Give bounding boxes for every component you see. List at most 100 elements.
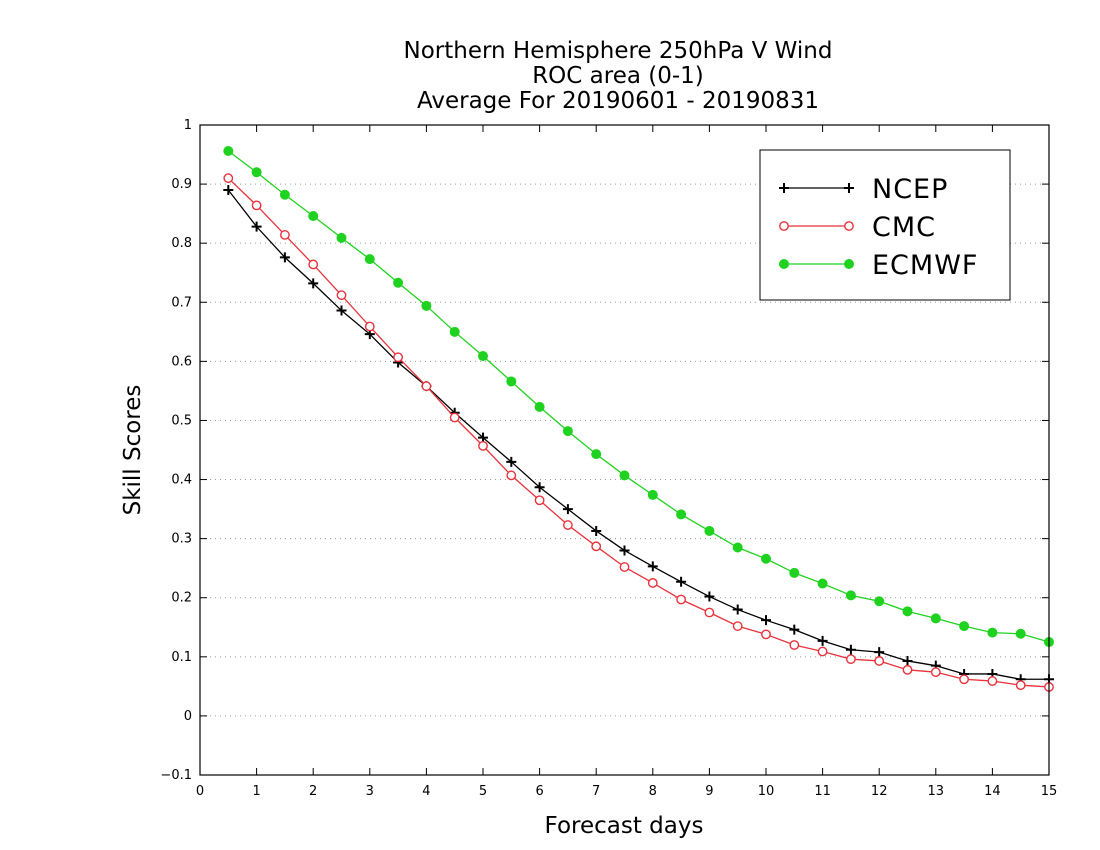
data-point-cmc (619, 562, 630, 572)
data-point-ncep (676, 576, 687, 587)
legend-box (759, 149, 1011, 301)
data-point-ecmwf (279, 189, 290, 200)
y-tick-label: 0.3 (171, 532, 192, 547)
data-point-ecmwf (874, 596, 885, 607)
legend-item-ecmwf: ECMWF (779, 250, 978, 281)
data-point-ecmwf (562, 426, 573, 437)
chart-title-line-1: Northern Hemisphere 250hPa V Wind (404, 38, 833, 64)
data-point-ecmwf (704, 525, 715, 536)
data-point-ncep (308, 278, 319, 289)
x-tick-label: 2 (309, 784, 317, 799)
y-tick-label: 0 (184, 709, 192, 724)
data-point-ecmwf (393, 277, 404, 288)
data-point-ecmwf (308, 211, 319, 221)
data-point-cmc (279, 230, 290, 240)
x-tick-label: 6 (535, 784, 543, 799)
data-point-cmc (647, 578, 658, 588)
legend-marker-ecmwf (844, 259, 854, 269)
y-tick-label: 0.7 (171, 295, 192, 310)
y-tick-label: 0.5 (171, 413, 192, 428)
data-point-ecmwf (987, 627, 998, 638)
data-point-cmc (506, 470, 517, 481)
x-tick-label: 3 (366, 784, 374, 799)
data-point-ecmwf (506, 376, 517, 387)
legend-label-ncep: NCEP (872, 174, 948, 205)
x-tick-label: 14 (984, 784, 1001, 799)
data-point-ncep (817, 635, 828, 646)
data-point-ncep (761, 615, 771, 626)
data-point-ecmwf (902, 606, 913, 617)
x-tick-label: 7 (592, 784, 600, 799)
series-layer (223, 146, 1054, 692)
x-tick-label: 11 (814, 784, 831, 799)
x-tick-label: 9 (705, 784, 713, 799)
data-point-ecmwf (619, 470, 630, 481)
data-point-ncep (619, 545, 630, 556)
data-point-ncep (223, 185, 234, 195)
legend-label-ecmwf: ECMWF (872, 250, 978, 281)
data-point-ncep (704, 591, 715, 602)
data-point-cmc (449, 412, 460, 423)
chart-title-line-3: Average For 20190601 - 20190831 (417, 88, 819, 114)
data-point-ncep (251, 221, 262, 232)
data-point-cmc (393, 352, 403, 363)
legend-marker-ncep (844, 183, 854, 193)
data-point-ncep (732, 604, 743, 615)
legend-item-cmc: CMC (779, 212, 936, 243)
data-point-cmc (534, 495, 545, 506)
legend-item-ncep: NCEP (779, 174, 948, 205)
plot-frame (199, 124, 1050, 776)
series-cmc (223, 173, 1054, 692)
data-point-cmc (478, 440, 488, 451)
data-point-ecmwf (478, 351, 488, 362)
series-ecmwf (223, 146, 1054, 648)
y-tick-label: 0.8 (171, 236, 192, 251)
legend-label-cmc: CMC (872, 212, 936, 243)
data-point-ncep (789, 624, 800, 635)
x-tick-label: 15 (1041, 784, 1058, 799)
data-point-ncep (562, 504, 573, 515)
data-point-cmc (817, 646, 828, 657)
data-point-ecmwf (336, 232, 347, 243)
data-point-ecmwf (251, 167, 262, 178)
data-point-cmc (563, 520, 573, 530)
data-point-ncep (647, 561, 658, 572)
data-point-ncep (506, 456, 517, 467)
data-point-cmc (223, 173, 234, 184)
data-point-cmc (987, 676, 998, 686)
legend-marker-cmc (844, 221, 854, 231)
data-point-ecmwf (732, 542, 743, 553)
data-point-ecmwf (647, 489, 658, 500)
data-point-cmc (789, 640, 800, 650)
y-tick-label: 1 (184, 118, 192, 133)
data-point-cmc (364, 321, 375, 332)
data-point-cmc (874, 656, 885, 666)
data-point-ecmwf (959, 621, 970, 632)
x-axis-label: Forecast days (545, 813, 704, 839)
y-axis: −0.1 0 0.1 0.2 0.3 0.4 0.5 0.6 0.7 0.8 0.9 1 (160, 118, 1049, 783)
x-tick-label: 1 (252, 784, 260, 799)
y-tick-label: 0.1 (171, 650, 192, 665)
data-point-ncep (591, 525, 602, 536)
data-point-ecmwf (930, 613, 941, 624)
legend-marker-ncep (779, 183, 789, 193)
legend-marker-cmc (779, 221, 789, 231)
data-point-ncep (478, 432, 488, 443)
data-point-ecmwf (817, 578, 828, 589)
chart-title-line-2: ROC area (0-1) (532, 63, 704, 89)
y-tick-label: 0.9 (171, 177, 192, 192)
data-point-ecmwf (845, 590, 856, 601)
data-point-ncep (279, 252, 290, 263)
data-point-ecmwf (223, 146, 234, 156)
y-axis-label: Skill Scores (120, 385, 146, 516)
data-point-cmc (591, 541, 602, 552)
data-point-cmc (732, 621, 743, 631)
chart-title: Northern Hemisphere 250hPa V Wind ROC ar… (404, 38, 833, 114)
legend: NCEP CMC ECMWF (759, 149, 1011, 301)
data-point-ncep (845, 644, 856, 655)
x-tick-label: 12 (871, 784, 888, 799)
data-point-ecmwf (1015, 628, 1026, 639)
y-tick-label: 0.4 (171, 473, 192, 488)
x-tick-label: 0 (196, 784, 204, 799)
data-point-cmc (676, 594, 686, 605)
